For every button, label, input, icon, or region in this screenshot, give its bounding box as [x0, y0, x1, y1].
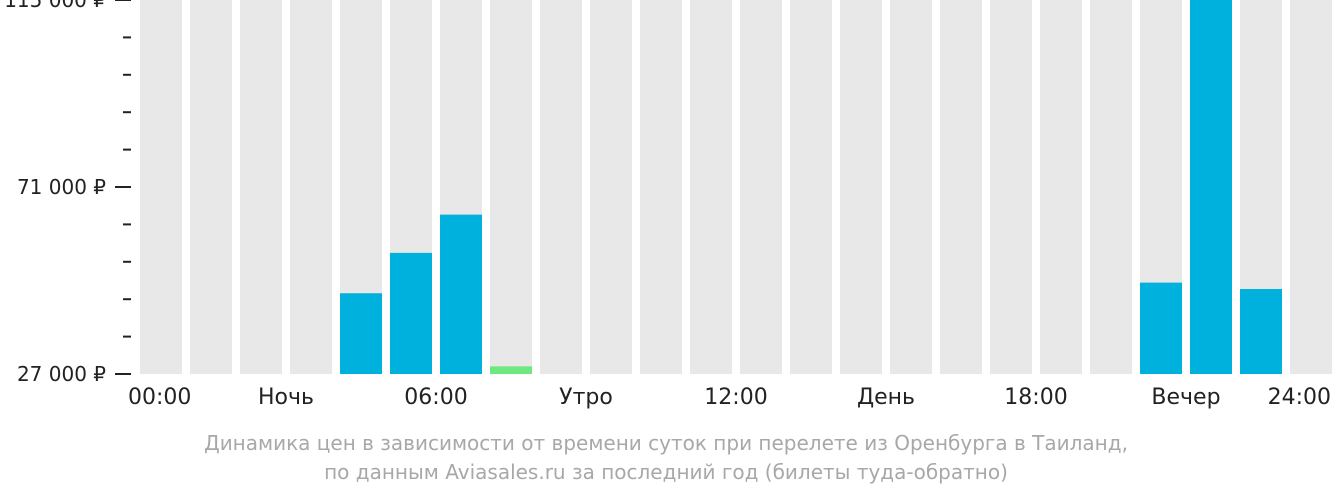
price-bar[interactable] [1190, 0, 1232, 374]
hour-column [590, 0, 632, 374]
hour-column [1040, 0, 1082, 374]
hour-column [890, 0, 932, 374]
price-bar[interactable] [440, 214, 482, 374]
hour-column [990, 0, 1032, 374]
hour-column [190, 0, 232, 374]
hour-column [140, 0, 182, 374]
hour-column [1290, 0, 1332, 374]
y-axis: 115 000 ₽ 71 000 ₽ 27 000 ₽ [4, 0, 131, 386]
x-tick-label: Утро [559, 385, 613, 410]
x-tick-label: 12:00 [704, 385, 767, 410]
hour-column [240, 0, 282, 374]
x-tick-label: 06:00 [404, 385, 467, 410]
hour-column [940, 0, 982, 374]
price-bar[interactable] [340, 293, 382, 374]
hour-column [290, 0, 332, 374]
y-tick-label: 27 000 ₽ [17, 362, 106, 386]
x-axis: 00:00 Ночь 06:00 Утро 12:00 День 18:00 Вечер 24:… [128, 385, 1331, 410]
price-bar-cheapest[interactable] [490, 366, 532, 374]
hour-column [690, 0, 732, 374]
x-tick-label: День [857, 385, 915, 410]
hour-column [790, 0, 832, 374]
chart-caption-line-2: по данным Aviasales.ru за последний год … [324, 460, 1008, 484]
x-tick-label: 18:00 [1004, 385, 1067, 410]
hour-column [840, 0, 882, 374]
x-tick-label: Вечер [1151, 385, 1220, 410]
price-bar[interactable] [390, 252, 432, 374]
hour-column [1090, 0, 1132, 374]
hour-column [490, 0, 532, 374]
price-bar[interactable] [1140, 282, 1182, 374]
price-bar[interactable] [1240, 289, 1282, 374]
hour-column [740, 0, 782, 374]
x-tick-label: 24:00 [1268, 385, 1331, 410]
price-bars [340, 0, 1282, 374]
hour-column [540, 0, 582, 374]
y-tick-label: 115 000 ₽ [4, 0, 106, 12]
y-tick-label: 71 000 ₽ [17, 175, 106, 199]
hour-column [640, 0, 682, 374]
x-tick-label: Ночь [258, 385, 314, 410]
x-tick-label: 00:00 [128, 385, 191, 410]
chart-caption-line-1: Динамика цен в зависимости от времени су… [204, 431, 1128, 455]
